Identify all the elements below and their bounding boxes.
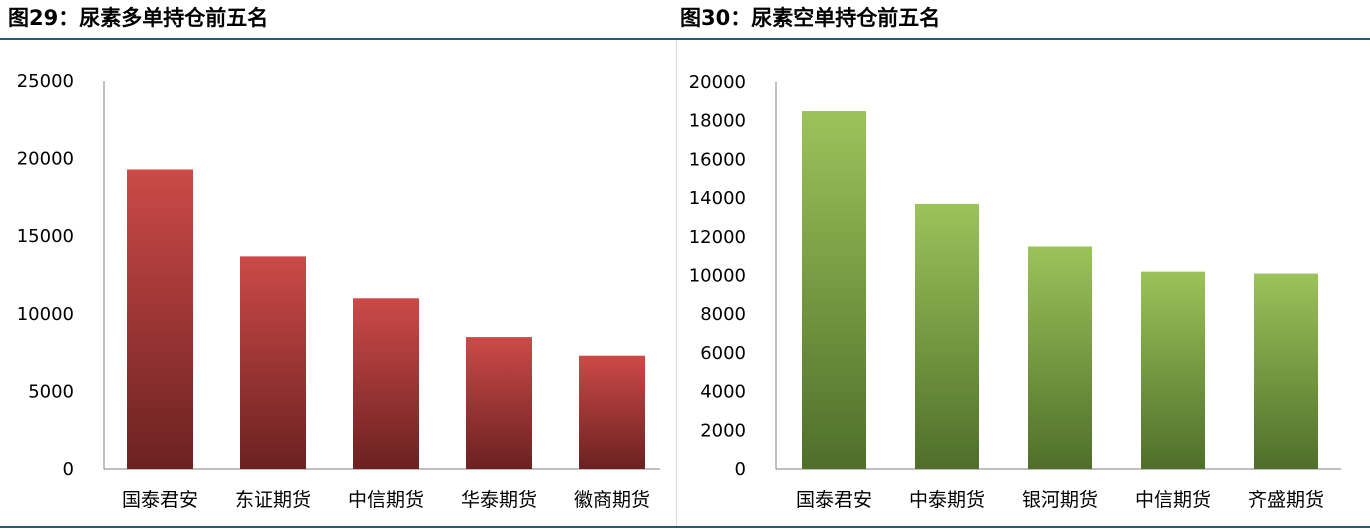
x-category-label: 银河期货 xyxy=(1022,489,1098,511)
x-category-label: 中信期货 xyxy=(348,489,424,511)
bar xyxy=(353,298,419,469)
figure-title-left: 图29：尿素多单持仓前五名 xyxy=(8,4,268,32)
x-category-label: 国泰君安 xyxy=(122,489,198,511)
figure-caption: 尿素多单持仓前五名 xyxy=(79,6,269,30)
bar xyxy=(1141,271,1205,469)
x-category-label: 国泰君安 xyxy=(796,489,872,511)
bar xyxy=(1254,273,1318,469)
y-tick-label: 20000 xyxy=(689,72,746,93)
y-tick-label: 20000 xyxy=(17,149,74,170)
x-category-label: 中信期货 xyxy=(1135,489,1211,511)
y-tick-label: 6000 xyxy=(700,343,746,364)
figure-title-right: 图30：尿素空单持仓前五名 xyxy=(680,4,940,32)
bar xyxy=(1028,246,1092,469)
y-tick-label: 18000 xyxy=(689,111,746,132)
y-tick-label: 2000 xyxy=(700,420,746,441)
figure-number: 图29： xyxy=(8,6,80,30)
bar xyxy=(802,111,866,470)
long-positions-chart: 0 5000 10000 15000 20000 25000 国泰君安 东证期货 中信期货 华泰期… xyxy=(17,71,660,511)
y-tick-label: 0 xyxy=(735,459,746,480)
y-tick-label: 10000 xyxy=(17,304,74,325)
figure-caption: 尿素空单持仓前五名 xyxy=(751,6,941,30)
title-rule xyxy=(676,38,1370,40)
bottom-rule xyxy=(0,526,1370,528)
panel-divider xyxy=(676,38,677,528)
short-positions-chart: 0 2000 4000 6000 8000 10000 12000 14000 16000 180… xyxy=(689,72,1341,511)
y-tick-label: 4000 xyxy=(700,382,746,403)
y-tick-label: 8000 xyxy=(700,304,746,325)
bar xyxy=(466,337,532,469)
bar xyxy=(579,355,645,469)
y-tick-label: 5000 xyxy=(28,381,74,402)
bar xyxy=(240,256,306,469)
y-tick-label: 15000 xyxy=(17,226,74,247)
y-tick-label: 0 xyxy=(63,459,74,480)
y-tick-label: 12000 xyxy=(689,227,746,248)
short-positions-panel: 图30：尿素空单持仓前五名 0 2000 4000 6000 8000 10000 1200… xyxy=(676,0,1370,532)
long-positions-panel: 图29：尿素多单持仓前五名 0 5000 10000 15000 20000 25000 国… xyxy=(0,0,676,532)
bar xyxy=(915,203,979,469)
title-rule xyxy=(0,38,676,40)
y-tick-label: 25000 xyxy=(17,71,74,92)
x-category-label: 齐盛期货 xyxy=(1248,489,1324,511)
bar xyxy=(127,169,193,470)
figure-number: 图30： xyxy=(680,6,752,30)
x-category-label: 徽商期货 xyxy=(574,489,650,511)
y-tick-label: 14000 xyxy=(689,188,746,209)
y-tick-label: 16000 xyxy=(689,149,746,170)
y-tick-label: 10000 xyxy=(689,266,746,287)
x-category-label: 东证期货 xyxy=(235,489,311,511)
x-category-label: 中泰期货 xyxy=(909,489,985,511)
x-category-label: 华泰期货 xyxy=(461,489,537,511)
